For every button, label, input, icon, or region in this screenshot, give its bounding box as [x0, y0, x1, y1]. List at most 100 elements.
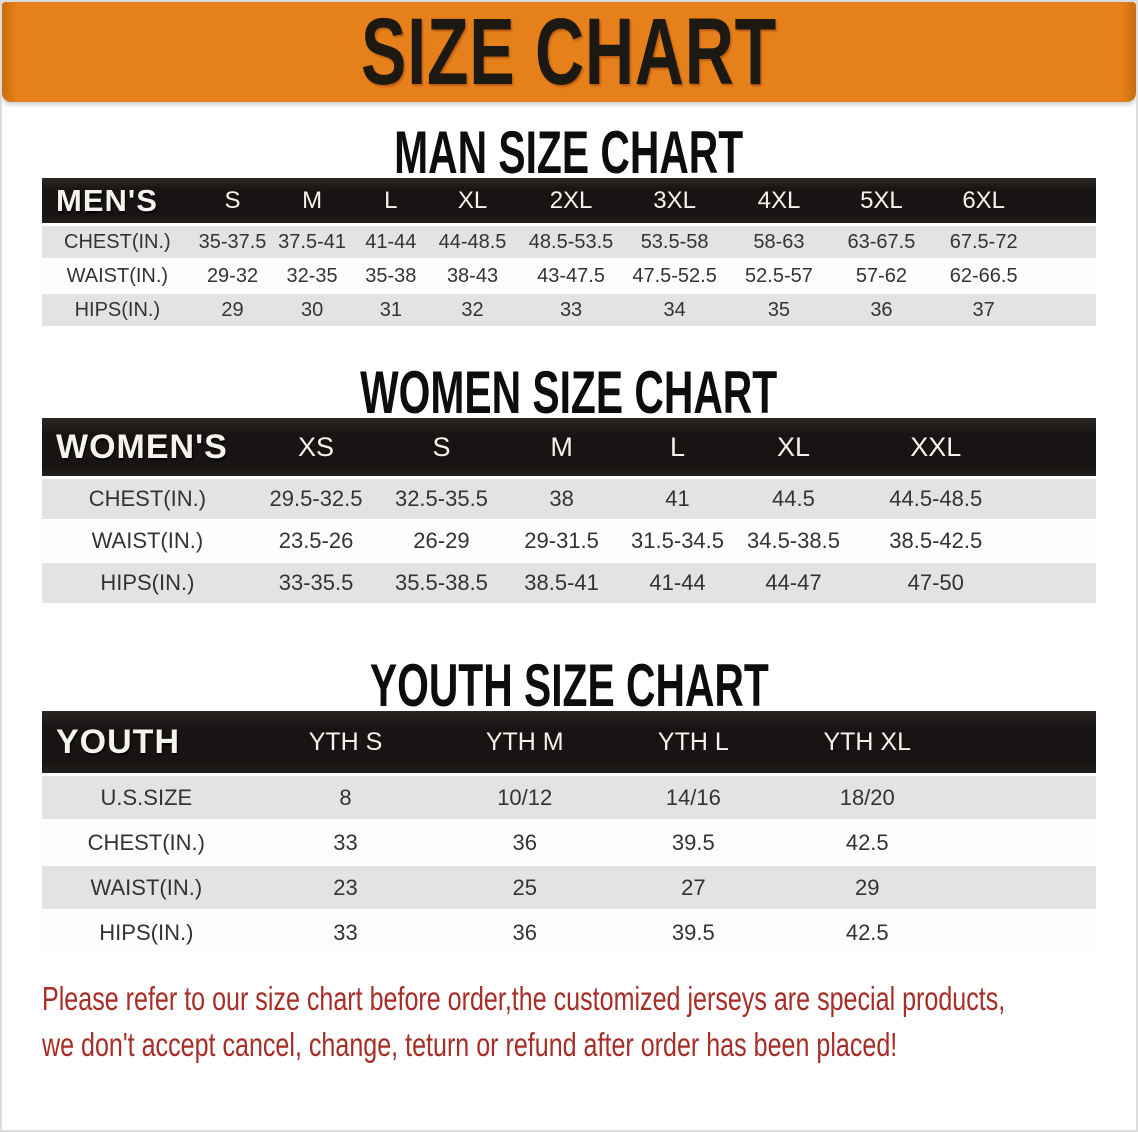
- youth-waist-s: 23: [250, 866, 441, 911]
- women-hips-row: HIPS(IN.) 33-35.5 35.5-38.5 38.5-41 41-4…: [42, 563, 1096, 605]
- women-size-col-xl: XL: [735, 418, 852, 479]
- men-waist-5xl: 57-62: [835, 260, 928, 294]
- men-size-col-5xl: 5XL: [835, 178, 928, 226]
- youth-hips-s: 33: [250, 911, 441, 956]
- men-waist-4xl: 52.5-57: [722, 260, 836, 294]
- men-waist-xl: 38-43: [429, 260, 516, 294]
- men-chest-m: 37.5-41: [272, 226, 352, 260]
- women-chest-xs: 29.5-32.5: [252, 479, 380, 521]
- women-size-table: WOMEN'S XS S M L XL XXL CHEST(IN.) 29.5-…: [42, 418, 1096, 605]
- order-note-line-1: Please refer to our size chart before or…: [42, 980, 1006, 1017]
- women-chest-xxl: 44.5-48.5: [851, 479, 1021, 521]
- youth-waist-row: WAIST(IN.) 23 25 27 29: [42, 866, 1096, 911]
- men-hips-s: 29: [192, 294, 273, 328]
- women-chest-m: 38: [503, 479, 620, 521]
- row-label: HIPS(IN.): [42, 294, 193, 328]
- men-size-col-m: M: [272, 178, 352, 226]
- row-label: CHEST(IN.): [42, 821, 251, 866]
- men-size-col-6xl: 6XL: [927, 178, 1041, 226]
- youth-ussize-s: 8: [250, 776, 441, 821]
- men-size-table: MEN'S S M L XL 2XL 3XL 4XL 5XL 6XL CHEST…: [42, 178, 1096, 328]
- men-chest-3xl: 53.5-58: [626, 226, 723, 260]
- youth-ussize-xl: 18/20: [777, 776, 957, 821]
- youth-section-heading-text: YOUTH SIZE CHART: [369, 652, 769, 719]
- men-size-col-3xl: 3XL: [626, 178, 723, 226]
- youth-waist-m: 25: [440, 866, 610, 911]
- men-table-header-row: MEN'S S M L XL 2XL 3XL 4XL 5XL 6XL: [42, 178, 1096, 226]
- row-label: HIPS(IN.): [42, 563, 253, 605]
- men-size-col-s: S: [192, 178, 273, 226]
- women-size-col-l: L: [619, 418, 736, 479]
- women-hips-s: 35.5-38.5: [379, 563, 504, 605]
- youth-waist-xl: 29: [777, 866, 957, 911]
- men-chest-6xl: 67.5-72: [927, 226, 1041, 260]
- men-table-corner-label: MEN'S: [42, 178, 193, 226]
- women-header-spacer: [1020, 418, 1096, 479]
- youth-hips-row: HIPS(IN.) 33 36 39.5 42.5: [42, 911, 1096, 956]
- women-waist-l: 31.5-34.5: [619, 521, 736, 563]
- men-size-col-l: L: [351, 178, 430, 226]
- youth-waist-l: 27: [609, 866, 778, 911]
- youth-size-col-l: YTH L: [609, 711, 778, 776]
- spacer-cell: [956, 776, 1096, 821]
- men-hips-6xl: 37: [927, 294, 1041, 328]
- spacer-cell: [956, 866, 1096, 911]
- youth-chest-s: 33: [250, 821, 441, 866]
- youth-section-heading: YOUTH SIZE CHART: [2, 652, 1136, 719]
- women-size-col-xs: XS: [252, 418, 380, 479]
- women-size-col-s: S: [379, 418, 504, 479]
- men-chest-xl: 44-48.5: [429, 226, 516, 260]
- men-hips-m: 30: [272, 294, 352, 328]
- row-label: WAIST(IN.): [42, 866, 251, 911]
- row-label: WAIST(IN.): [42, 260, 193, 294]
- women-chest-l: 41: [619, 479, 736, 521]
- row-label: WAIST(IN.): [42, 521, 253, 563]
- men-waist-s: 29-32: [192, 260, 273, 294]
- women-waist-xl: 34.5-38.5: [735, 521, 852, 563]
- women-chest-xl: 44.5: [735, 479, 852, 521]
- youth-ussize-row: U.S.SIZE 8 10/12 14/16 18/20: [42, 776, 1096, 821]
- youth-chest-l: 39.5: [609, 821, 778, 866]
- youth-chest-row: CHEST(IN.) 33 36 39.5 42.5: [42, 821, 1096, 866]
- youth-size-col-m: YTH M: [440, 711, 610, 776]
- men-chest-row: CHEST(IN.) 35-37.5 37.5-41 41-44 44-48.5…: [42, 226, 1096, 260]
- order-note: Please refer to our size chart before or…: [42, 976, 1096, 1068]
- men-chest-s: 35-37.5: [192, 226, 273, 260]
- youth-size-table: YOUTH YTH S YTH M YTH L YTH XL U.S.SIZE …: [42, 711, 1096, 956]
- row-label: CHEST(IN.): [42, 479, 253, 521]
- banner: SIZE CHART: [2, 0, 1136, 105]
- women-waist-row: WAIST(IN.) 23.5-26 26-29 29-31.5 31.5-34…: [42, 521, 1096, 563]
- row-label: HIPS(IN.): [42, 911, 251, 956]
- banner-title: SIZE CHART: [361, 0, 777, 105]
- men-waist-m: 32-35: [272, 260, 352, 294]
- women-chest-s: 32.5-35.5: [379, 479, 504, 521]
- women-waist-xxl: 38.5-42.5: [851, 521, 1021, 563]
- spacer-cell: [1040, 226, 1096, 260]
- women-hips-xs: 33-35.5: [252, 563, 380, 605]
- men-hips-4xl: 35: [722, 294, 836, 328]
- youth-chest-xl: 42.5: [777, 821, 957, 866]
- women-hips-m: 38.5-41: [503, 563, 620, 605]
- men-header-spacer: [1040, 178, 1096, 226]
- youth-chest-m: 36: [440, 821, 610, 866]
- men-hips-l: 31: [351, 294, 430, 328]
- men-size-col-xl: XL: [429, 178, 516, 226]
- women-waist-xs: 23.5-26: [252, 521, 380, 563]
- women-waist-m: 29-31.5: [503, 521, 620, 563]
- youth-ussize-l: 14/16: [609, 776, 778, 821]
- women-section-heading-text: WOMEN SIZE CHART: [360, 359, 778, 426]
- youth-header-spacer: [956, 711, 1096, 776]
- youth-size-col-s: YTH S: [250, 711, 441, 776]
- spacer-cell: [956, 911, 1096, 956]
- men-section-heading: MAN SIZE CHART: [2, 123, 1136, 183]
- men-waist-6xl: 62-66.5: [927, 260, 1041, 294]
- spacer-cell: [1020, 521, 1096, 563]
- row-label: CHEST(IN.): [42, 226, 193, 260]
- women-size-col-m: M: [503, 418, 620, 479]
- youth-hips-xl: 42.5: [777, 911, 957, 956]
- youth-hips-m: 36: [440, 911, 610, 956]
- women-hips-xxl: 47-50: [851, 563, 1021, 605]
- men-size-col-2xl: 2XL: [515, 178, 627, 226]
- women-chest-row: CHEST(IN.) 29.5-32.5 32.5-35.5 38 41 44.…: [42, 479, 1096, 521]
- men-chest-5xl: 63-67.5: [835, 226, 928, 260]
